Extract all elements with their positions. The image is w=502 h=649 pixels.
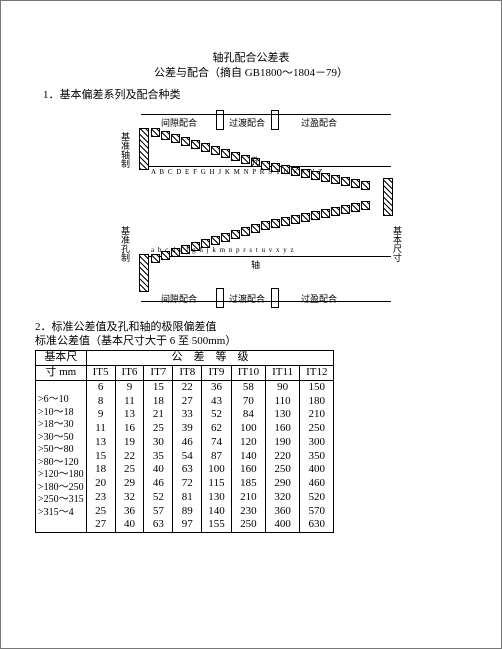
- col-group-header: 公 差 等 级: [86, 351, 334, 366]
- diagram-letters-upper: A B C D E F G H J K M N P R S T U V X Y …: [151, 168, 323, 176]
- diagram-bot-left-label: 间隙配合: [161, 292, 197, 305]
- doc-title-1: 轴孔配合公差表: [31, 51, 471, 66]
- col-it6: IT6: [115, 366, 144, 381]
- diagram-shaft-label: 轴: [251, 258, 260, 271]
- diagram-top-mid-label: 过渡配合: [229, 116, 265, 129]
- col-it10: IT10: [231, 366, 265, 381]
- it5-cell: 6891113151820232527: [86, 380, 115, 532]
- it12-cell: 150180210250300350400460520570630: [300, 380, 334, 532]
- it9-cell: 364352627487100115130140155: [202, 380, 232, 532]
- deviation-series-diagram: 间隙配合 过渡配合 过盈配合 间隙配合 过渡配合 过盈配合 孔 轴 基准轴制 基…: [101, 106, 401, 311]
- diagram-top-right-label: 过盈配合: [301, 116, 337, 129]
- diagram-top-left-label: 间隙配合: [161, 116, 197, 129]
- it11-cell: 90110130160190220250290320360400: [266, 380, 300, 532]
- col-it12: IT12: [300, 366, 334, 381]
- diagram-left-v1: 基准轴制: [119, 132, 132, 168]
- doc-title-2: 公差与配合（摘自 GB1800～1804－79）: [31, 66, 471, 81]
- diagram-right-v: 基本尺寸: [391, 226, 404, 262]
- col-it9: IT9: [202, 366, 232, 381]
- it10-cell: 587084100120140160185210230250: [231, 380, 265, 532]
- diagram-hole-label: 孔: [251, 154, 260, 167]
- col-it11: IT11: [266, 366, 300, 381]
- diagram-bot-mid-label: 过渡配合: [229, 292, 265, 305]
- tolerance-table: 基本尺 公 差 等 级 寸 mm IT5 IT6 IT7 IT8 IT9 IT1…: [35, 350, 334, 533]
- it7-cell: 1518212530354046525763: [144, 380, 173, 532]
- col-it7: IT7: [144, 366, 173, 381]
- section-2b-heading: 标准公差值（基本尺寸大于 6 至 500mm）: [35, 334, 471, 348]
- diagram-left-v2: 基准孔制: [119, 226, 132, 262]
- it8-cell: 2227333946546372818997: [173, 380, 202, 532]
- diagram-letters-lower: a b c d e f g h j k m n p r s t u v x y …: [151, 246, 295, 254]
- section-1-heading: 1．基本偏差系列及配合种类: [43, 86, 471, 102]
- col-it8: IT8: [173, 366, 202, 381]
- col-it5: IT5: [86, 366, 115, 381]
- section-2a-heading: 2．标准公差值及孔和轴的极限偏差值: [35, 320, 471, 334]
- it6-cell: 911131619222529323640: [115, 380, 144, 532]
- size-range-cell: >6～10>10～18>18～30>30～50>50～80>80～120>120…: [36, 380, 87, 532]
- col-size-line1: 基本尺: [36, 351, 87, 366]
- diagram-bot-right-label: 过盈配合: [301, 292, 337, 305]
- col-size-line2: 寸 mm: [36, 366, 87, 381]
